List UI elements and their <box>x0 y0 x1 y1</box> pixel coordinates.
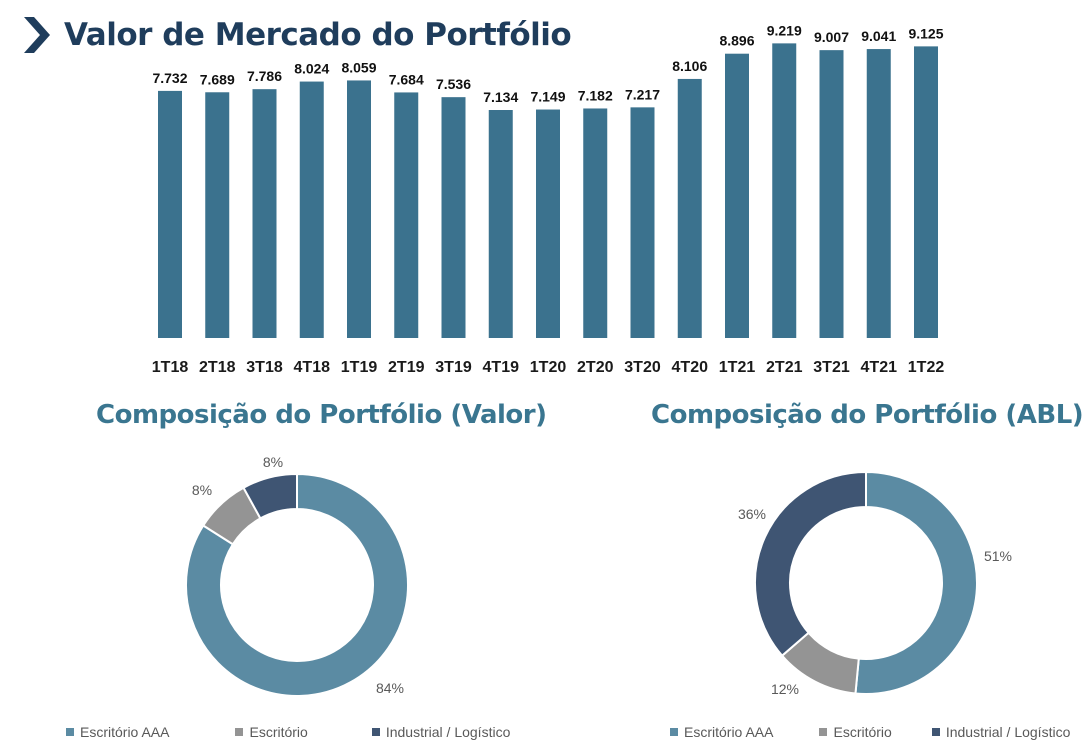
data-label-3T20: 7.217 <box>625 86 660 102</box>
x-tick-label-3T20: 3T20 <box>624 359 661 376</box>
valor-legend-item-1: Escritório <box>235 724 308 740</box>
donut-chart-abl: 51% 12% 36% <box>738 470 1012 697</box>
data-label-4T18: 8.024 <box>294 61 329 77</box>
bar-1T18 <box>158 90 182 339</box>
bar-2T20 <box>583 108 608 338</box>
x-tick-label-1T22: 1T22 <box>908 359 945 376</box>
data-label-2T18: 7.689 <box>200 71 235 87</box>
data-label-2T20: 7.182 <box>578 87 613 103</box>
abl-legend-label-0: Escritório AAA <box>684 724 774 740</box>
abl-label-1: 12% <box>771 681 799 697</box>
x-tick-label-3T18: 3T18 <box>246 359 283 376</box>
valor-slice-0 <box>185 472 409 697</box>
x-tick-label-4T19: 4T19 <box>483 359 520 376</box>
data-label-1T18: 7.732 <box>152 70 187 86</box>
x-tick-label-4T20: 4T20 <box>672 359 709 376</box>
bar-1T21 <box>725 53 749 338</box>
donut-chart-valor: 84% 8% 8% <box>185 454 409 697</box>
bar-4T20 <box>677 78 702 339</box>
x-tick-label-1T18: 1T18 <box>152 359 189 376</box>
valor-label-0: 84% <box>376 680 404 696</box>
x-tick-label-2T21: 2T21 <box>766 359 803 376</box>
x-tick-label-4T21: 4T21 <box>861 359 898 376</box>
bar-2T19 <box>394 92 419 338</box>
bar-2T18 <box>205 92 230 338</box>
valor-label-1: 8% <box>192 482 212 498</box>
data-label-1T21: 8.896 <box>719 33 754 49</box>
data-label-2T21: 9.219 <box>767 22 802 38</box>
bar-3T20 <box>630 107 655 338</box>
valor-legend-label-1: Escritório <box>249 724 308 740</box>
x-tick-label-2T19: 2T19 <box>388 359 425 376</box>
bar-4T19 <box>488 110 513 338</box>
bar-1T20 <box>536 109 560 339</box>
bar-4T18 <box>299 81 324 338</box>
data-label-4T20: 8.106 <box>672 58 707 74</box>
valor-legend-swatch-0 <box>66 728 74 736</box>
valor-legend-item-2: Industrial / Logístico <box>371 724 511 740</box>
data-label-2T19: 7.684 <box>389 71 424 87</box>
abl-legend-label-1: Escritório <box>833 724 892 740</box>
abl-legend-item-2: Industrial / Logístico <box>931 724 1071 740</box>
bar-3T21 <box>819 50 844 338</box>
chevron-right-icon <box>24 17 50 53</box>
bar-1T19 <box>347 80 371 338</box>
x-tick-label-4T18: 4T18 <box>294 359 331 376</box>
donut-abl-title: Composição do Portfólio (ABL) <box>651 400 1084 430</box>
abl-slice-0 <box>854 470 979 695</box>
page-title: Valor de Mercado do Portfólio <box>64 17 572 53</box>
data-label-1T20: 7.149 <box>530 89 565 105</box>
x-tick-label-2T20: 2T20 <box>577 359 614 376</box>
data-label-1T19: 8.059 <box>341 59 376 75</box>
valor-legend-label-2: Industrial / Logístico <box>385 724 511 740</box>
bar-3T18 <box>252 89 277 339</box>
abl-legend-swatch-2 <box>931 728 940 736</box>
bar-chart: 7.732 1T18 7.689 2T18 7.786 3T18 8.024 4T18 8.05… <box>152 22 945 376</box>
abl-label-0: 51% <box>984 548 1012 564</box>
data-label-1T22: 9.125 <box>908 25 943 41</box>
valor-label-2: 8% <box>263 454 283 470</box>
valor-legend-swatch-1 <box>235 728 244 736</box>
valor-slice-2 <box>242 472 298 520</box>
x-tick-label-1T19: 1T19 <box>341 359 378 376</box>
legend-abl: Escritório AAA Escritório Industrial / Log… <box>670 724 1070 740</box>
data-label-3T19: 7.536 <box>436 76 471 92</box>
x-tick-label-1T20: 1T20 <box>530 359 567 376</box>
bar-1T22 <box>914 46 938 339</box>
valor-legend-item-0: Escritório AAA <box>66 724 169 740</box>
abl-slice-2 <box>754 470 867 658</box>
data-label-4T21: 9.041 <box>861 28 896 44</box>
data-label-3T21: 9.007 <box>814 29 849 45</box>
abl-legend-item-1: Escritório <box>819 724 892 740</box>
abl-legend-item-0: Escritório AAA <box>670 724 773 740</box>
data-label-3T18: 7.786 <box>247 68 282 84</box>
abl-legend-swatch-1 <box>819 728 828 736</box>
abl-legend-label-2: Industrial / Logístico <box>945 724 1071 740</box>
donut-valor-title: Composição do Portfólio (Valor) <box>96 400 547 430</box>
page-header: Valor de Mercado do Portfólio <box>18 10 572 60</box>
bar-2T21 <box>772 43 797 339</box>
valor-legend-label-0: Escritório AAA <box>80 724 170 740</box>
x-tick-label-3T21: 3T21 <box>813 359 850 376</box>
legend-valor: Escritório AAA Escritório Industrial / Log… <box>66 724 510 740</box>
abl-label-2: 36% <box>738 506 766 522</box>
abl-legend-swatch-0 <box>670 728 678 736</box>
bar-4T21 <box>866 49 891 339</box>
bar-3T19 <box>441 97 466 339</box>
x-tick-label-3T19: 3T19 <box>435 359 472 376</box>
valor-legend-swatch-2 <box>371 728 380 736</box>
x-tick-label-2T18: 2T18 <box>199 359 236 376</box>
x-tick-label-1T21: 1T21 <box>719 359 756 376</box>
data-label-4T19: 7.134 <box>483 89 518 105</box>
